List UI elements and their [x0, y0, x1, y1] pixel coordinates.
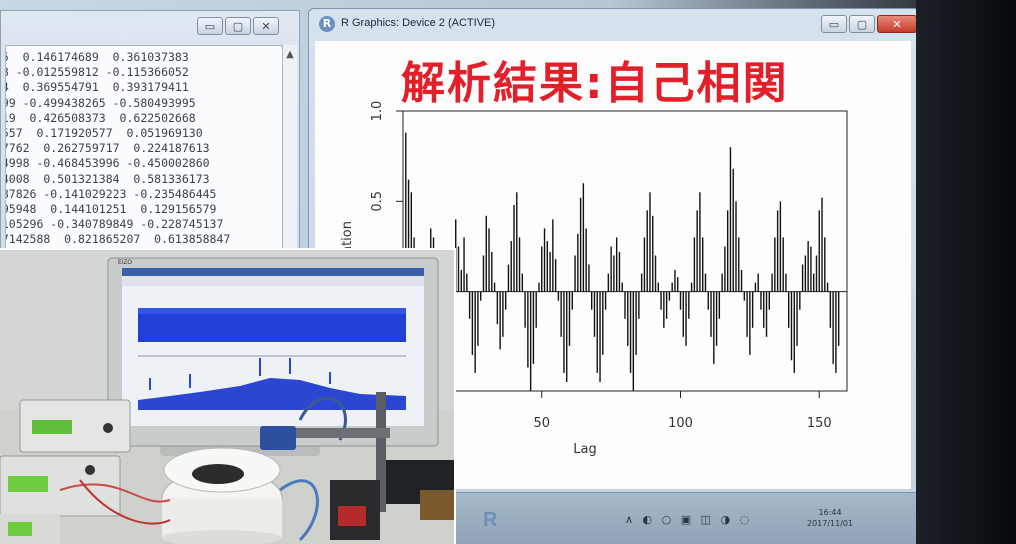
monitor-bezel: [916, 0, 1016, 544]
taskbar-r-icon[interactable]: R: [483, 509, 498, 531]
console-line: 247142588 0.821865207 0.613858847: [5, 232, 231, 247]
result-heading: 解析結果:自己相関: [401, 58, 789, 109]
console-line: 377762 0.262759717 0.224187613: [5, 141, 210, 156]
console-line: 724 0.369554791 0.393179411: [5, 80, 189, 95]
console-line: 6495948 0.144101251 0.129156579: [5, 202, 217, 217]
lab-setup-photo: EIZO: [0, 248, 456, 544]
lab-setup-illustration: [0, 250, 454, 544]
r-window-controls: ▭ ▢ ✕: [821, 15, 917, 33]
console-line: 76557 0.171920577 0.051969130: [5, 126, 203, 141]
console-line: 0087826 -0.141029223 -0.235486445: [5, 186, 217, 201]
console-line: 128 -0.012559812 -0.115366052: [5, 65, 189, 80]
y-tick-label: 1.0: [370, 101, 385, 122]
x-tick-label: 50: [533, 416, 550, 431]
console-line: 02105296 -0.340789849 -0.228745137: [5, 217, 224, 232]
monitor-brand-label: EIZO: [118, 260, 133, 266]
console-line: 5919 0.426508373 0.622502668: [5, 110, 196, 125]
scroll-up-icon[interactable]: ▲: [286, 49, 294, 60]
maximize-button[interactable]: ▢: [849, 15, 875, 33]
taskbar-clock[interactable]: 16:44 2017/11/01: [807, 507, 853, 529]
minimize-button[interactable]: ▭: [197, 17, 223, 35]
console-line: 395 0.146174689 0.361037383: [5, 50, 189, 64]
console-window-controls: ▭ ▢ ✕: [197, 17, 279, 35]
r-logo-icon: R: [319, 16, 335, 32]
taskbar: R ∧ ◐ ○ ▣ ◫ ◑ ◌ 16:44 2017/11/01: [455, 493, 916, 544]
minimize-button[interactable]: ▭: [821, 15, 847, 33]
console-scrollbar[interactable]: ▲: [283, 45, 297, 289]
y-tick-label: 0.5: [370, 191, 385, 212]
console-line: 454008 0.501321384 0.581336173: [5, 171, 210, 186]
console-line: 084998 -0.468453996 -0.450002860: [5, 156, 210, 171]
r-graphics-titlebar: R R Graphics: Device 2 (ACTIVE) ▭ ▢ ✕: [309, 9, 919, 39]
y-axis-label: ation: [340, 221, 355, 254]
close-button[interactable]: ✕: [253, 17, 279, 35]
clock-time: 16:44: [818, 508, 842, 517]
r-console-window: ▭ ▢ ✕ 395 0.146174689 0.361037383 128 -0.…: [0, 10, 300, 290]
system-tray-icons[interactable]: ∧ ◐ ○ ▣ ◫ ◑ ◌: [625, 513, 753, 526]
window-title: R Graphics: Device 2 (ACTIVE): [341, 17, 496, 29]
maximize-button[interactable]: ▢: [225, 17, 251, 35]
x-tick-label: 100: [668, 416, 693, 431]
x-tick-label: 150: [807, 416, 832, 431]
x-axis-label: Lag: [573, 442, 596, 457]
clock-date: 2017/11/01: [807, 519, 854, 528]
console-titlebar: ▭ ▢ ✕: [1, 11, 299, 43]
close-button[interactable]: ✕: [877, 15, 917, 33]
console-line: 9399 -0.499438265 -0.580493995: [5, 95, 196, 110]
